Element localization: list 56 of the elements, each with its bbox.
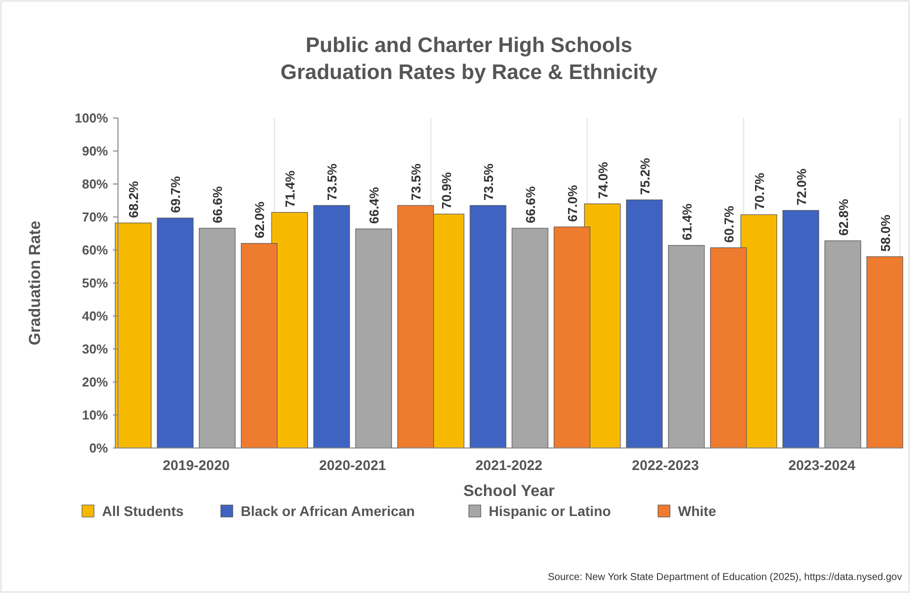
bar (198, 228, 236, 448)
data-label: 72.0% (794, 168, 809, 206)
y-tick-label: 100% (74, 110, 108, 126)
data-label: 73.5% (408, 163, 424, 200)
data-label: 66.6% (210, 186, 226, 224)
x-tick-label: 2023-2024 (788, 457, 856, 473)
bar (782, 210, 820, 448)
data-label: 70.7% (752, 172, 767, 210)
data-label: 69.7% (168, 176, 184, 213)
bar (470, 205, 506, 448)
y-tick-label: 60% (82, 242, 108, 258)
y-tick-label: 80% (82, 176, 108, 192)
bar (156, 218, 194, 448)
legend-label: White (678, 502, 716, 519)
legend-label: All Students (102, 502, 184, 519)
data-label: 58.0% (878, 214, 893, 252)
bar (668, 245, 705, 448)
bar (355, 228, 392, 448)
bar (866, 256, 904, 448)
x-tick-label: 2021-2022 (476, 457, 543, 473)
y-axis-title: Graduation Rate (27, 220, 44, 346)
data-label: 62.8% (836, 198, 851, 236)
x-tick-label: 2022-2023 (632, 457, 700, 473)
data-label: 67.0% (565, 184, 580, 222)
x-axis-title: School Year (463, 483, 555, 500)
y-tick-label: 90% (82, 144, 108, 159)
y-tick-label: 0% (89, 440, 108, 456)
data-label: 71.4% (282, 170, 298, 208)
bar (313, 205, 350, 448)
bar (626, 200, 663, 448)
y-tick-label: 50% (82, 276, 108, 291)
legend-label: Black or African American (240, 502, 415, 519)
data-label: 73.5% (324, 163, 340, 200)
data-label: 61.4% (679, 203, 694, 240)
bar (824, 240, 862, 448)
legend-label: Hispanic or Latino (488, 502, 611, 519)
bar (512, 228, 548, 448)
data-label: 73.5% (481, 163, 496, 200)
data-label: 66.4% (366, 186, 382, 224)
data-label: 70.9% (439, 172, 454, 210)
y-tick-label: 20% (82, 374, 108, 390)
chart-title: Public and Charter High Schools Graduation Rates by Race & Ethnicity (280, 34, 658, 84)
data-label: 66.6% (523, 186, 538, 224)
data-label: 74.0% (595, 162, 610, 199)
y-tick-label: 30% (82, 342, 108, 357)
y-tick-label: 10% (82, 408, 108, 423)
data-label: 68.2% (126, 180, 142, 218)
source-note: Source: New York State Department of Education (2025), https://data.nysed.gov (548, 572, 902, 583)
data-label: 75.2% (637, 158, 652, 195)
data-label: 60.7% (721, 205, 736, 243)
y-tick-label: 40% (82, 308, 108, 324)
y-tick-label: 70% (82, 210, 108, 225)
data-label: 62.0% (252, 201, 268, 238)
bar (114, 222, 152, 448)
x-tick-label: 2019-2020 (162, 457, 230, 473)
x-tick-label: 2020-2021 (319, 457, 386, 473)
